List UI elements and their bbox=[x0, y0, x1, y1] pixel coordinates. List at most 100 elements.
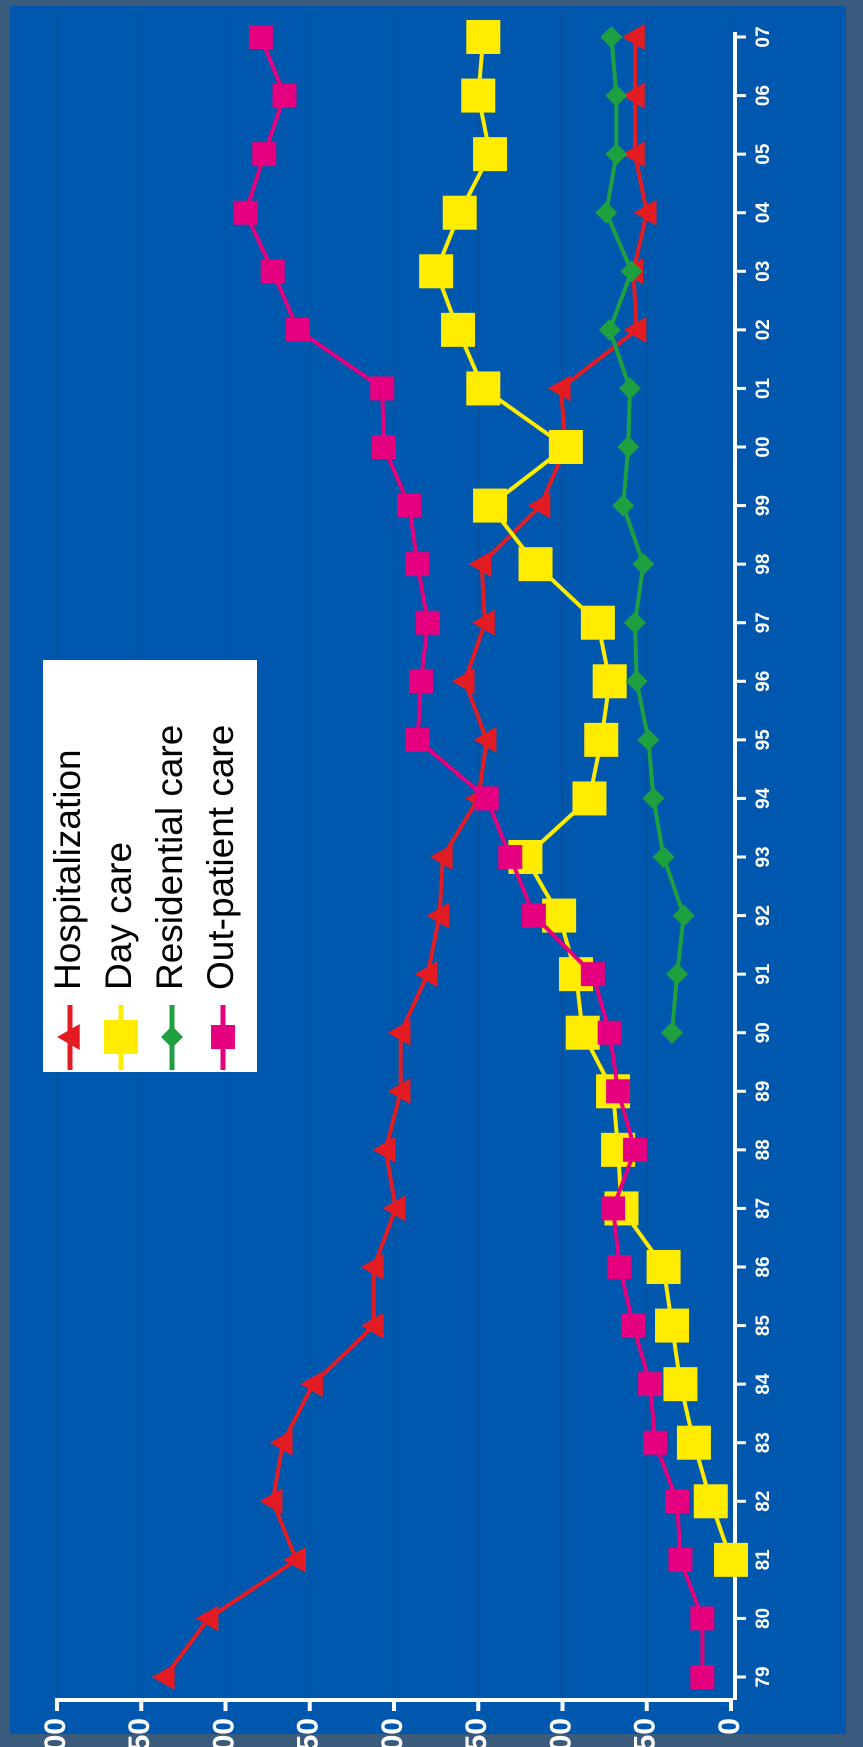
legend-box bbox=[43, 660, 257, 1072]
data-point bbox=[441, 312, 476, 347]
year-tick-label: 89 bbox=[753, 1081, 774, 1102]
data-point bbox=[283, 1546, 307, 1573]
year-tick-label: 98 bbox=[753, 554, 774, 575]
data-point bbox=[473, 726, 497, 753]
data-point bbox=[548, 430, 583, 464]
value-tick-label: 250 bbox=[292, 1718, 325, 1747]
data-point bbox=[676, 1425, 711, 1460]
data-point bbox=[572, 781, 607, 816]
data-point bbox=[468, 551, 492, 578]
data-point bbox=[621, 24, 645, 50]
data-point bbox=[451, 668, 475, 695]
data-point bbox=[617, 436, 640, 458]
value-tick-label: 100 bbox=[544, 1718, 577, 1747]
legend-swatch-marker bbox=[57, 1024, 80, 1050]
series-group bbox=[151, 20, 748, 1690]
year-tick-label: 88 bbox=[753, 1139, 774, 1160]
legend-label: Day care bbox=[98, 842, 139, 990]
year-tick-label: 05 bbox=[753, 143, 774, 165]
data-point bbox=[397, 493, 422, 518]
year-tick-label: 02 bbox=[753, 319, 774, 340]
data-point bbox=[405, 552, 430, 577]
data-point bbox=[580, 605, 615, 640]
legend-entry-out-patient-care: Out-patient care bbox=[200, 725, 241, 1070]
data-point bbox=[233, 200, 258, 225]
data-point bbox=[473, 488, 508, 523]
data-point bbox=[661, 1021, 684, 1044]
year-tick-label: 87 bbox=[753, 1198, 774, 1219]
data-point bbox=[714, 1542, 748, 1577]
year-tick-label: 86 bbox=[753, 1256, 774, 1277]
data-point bbox=[371, 435, 396, 459]
year-tick-label: 01 bbox=[753, 377, 774, 399]
data-point bbox=[466, 20, 501, 54]
data-point bbox=[360, 1312, 384, 1339]
data-point bbox=[461, 78, 496, 113]
data-point bbox=[415, 610, 440, 635]
data-point bbox=[382, 1195, 406, 1222]
value-tick-label: 400 bbox=[39, 1718, 72, 1747]
year-tick-label: 79 bbox=[753, 1666, 774, 1687]
legend-swatch-marker bbox=[161, 1026, 183, 1048]
data-point bbox=[518, 547, 553, 582]
data-point bbox=[693, 1484, 728, 1519]
legend-label: Residential care bbox=[149, 725, 190, 990]
legend-swatch-marker bbox=[211, 1025, 235, 1049]
legend-entry-hospitalization: Hospitalization bbox=[47, 749, 88, 1070]
gridlines bbox=[56, 10, 732, 1698]
data-point bbox=[260, 259, 285, 284]
year-tick-label: 96 bbox=[753, 671, 774, 692]
year-tick-label: 82 bbox=[753, 1491, 774, 1512]
legend-swatch-marker bbox=[104, 1020, 138, 1054]
data-point bbox=[612, 494, 635, 517]
year-tick-label: 80 bbox=[753, 1608, 774, 1629]
data-point bbox=[666, 963, 689, 986]
year-tick-label: 90 bbox=[753, 1022, 774, 1043]
year-tick-label: 93 bbox=[753, 846, 774, 867]
legend-label: Hospitalization bbox=[47, 749, 88, 990]
data-point bbox=[690, 1606, 715, 1631]
value-tick-label: 0 bbox=[713, 1718, 746, 1735]
year-tick-label: 83 bbox=[753, 1432, 774, 1453]
legend-entry-day-care: Day care bbox=[98, 842, 139, 1070]
data-point bbox=[565, 1015, 600, 1050]
data-point bbox=[623, 611, 646, 634]
data-point bbox=[272, 83, 297, 108]
series-line bbox=[604, 36, 686, 1033]
data-point bbox=[605, 84, 628, 107]
axes: 0501001502002503003504007980818283848586… bbox=[39, 26, 774, 1747]
data-point bbox=[370, 376, 395, 401]
data-point bbox=[668, 1547, 693, 1572]
year-tick-label: 92 bbox=[753, 905, 774, 926]
value-tick-label: 350 bbox=[123, 1718, 156, 1747]
data-point bbox=[408, 669, 433, 694]
data-point bbox=[442, 195, 477, 230]
data-point bbox=[474, 786, 499, 811]
legend-entry-residential-care: Residential care bbox=[149, 725, 190, 1070]
data-point bbox=[655, 1308, 690, 1343]
data-point bbox=[259, 1488, 283, 1515]
data-point bbox=[663, 1367, 698, 1402]
data-point bbox=[429, 844, 453, 870]
series-day-care bbox=[419, 20, 748, 1577]
data-point bbox=[620, 260, 643, 283]
data-point bbox=[151, 1664, 175, 1690]
data-point bbox=[269, 1429, 293, 1456]
year-tick-label: 84 bbox=[753, 1373, 774, 1395]
data-point bbox=[606, 1079, 631, 1104]
year-tick-label: 06 bbox=[753, 85, 774, 106]
year-tick-label: 95 bbox=[753, 729, 774, 751]
data-point bbox=[248, 25, 273, 49]
data-point bbox=[471, 609, 495, 636]
data-point bbox=[405, 727, 430, 752]
year-tick-label: 94 bbox=[753, 787, 774, 809]
data-point bbox=[607, 1255, 632, 1279]
year-tick-label: 00 bbox=[753, 436, 774, 457]
data-point bbox=[547, 375, 571, 402]
legend-label: Out-patient care bbox=[200, 725, 241, 990]
data-point bbox=[638, 1372, 663, 1397]
data-point bbox=[621, 1313, 646, 1338]
year-tick-label: 03 bbox=[753, 261, 774, 282]
